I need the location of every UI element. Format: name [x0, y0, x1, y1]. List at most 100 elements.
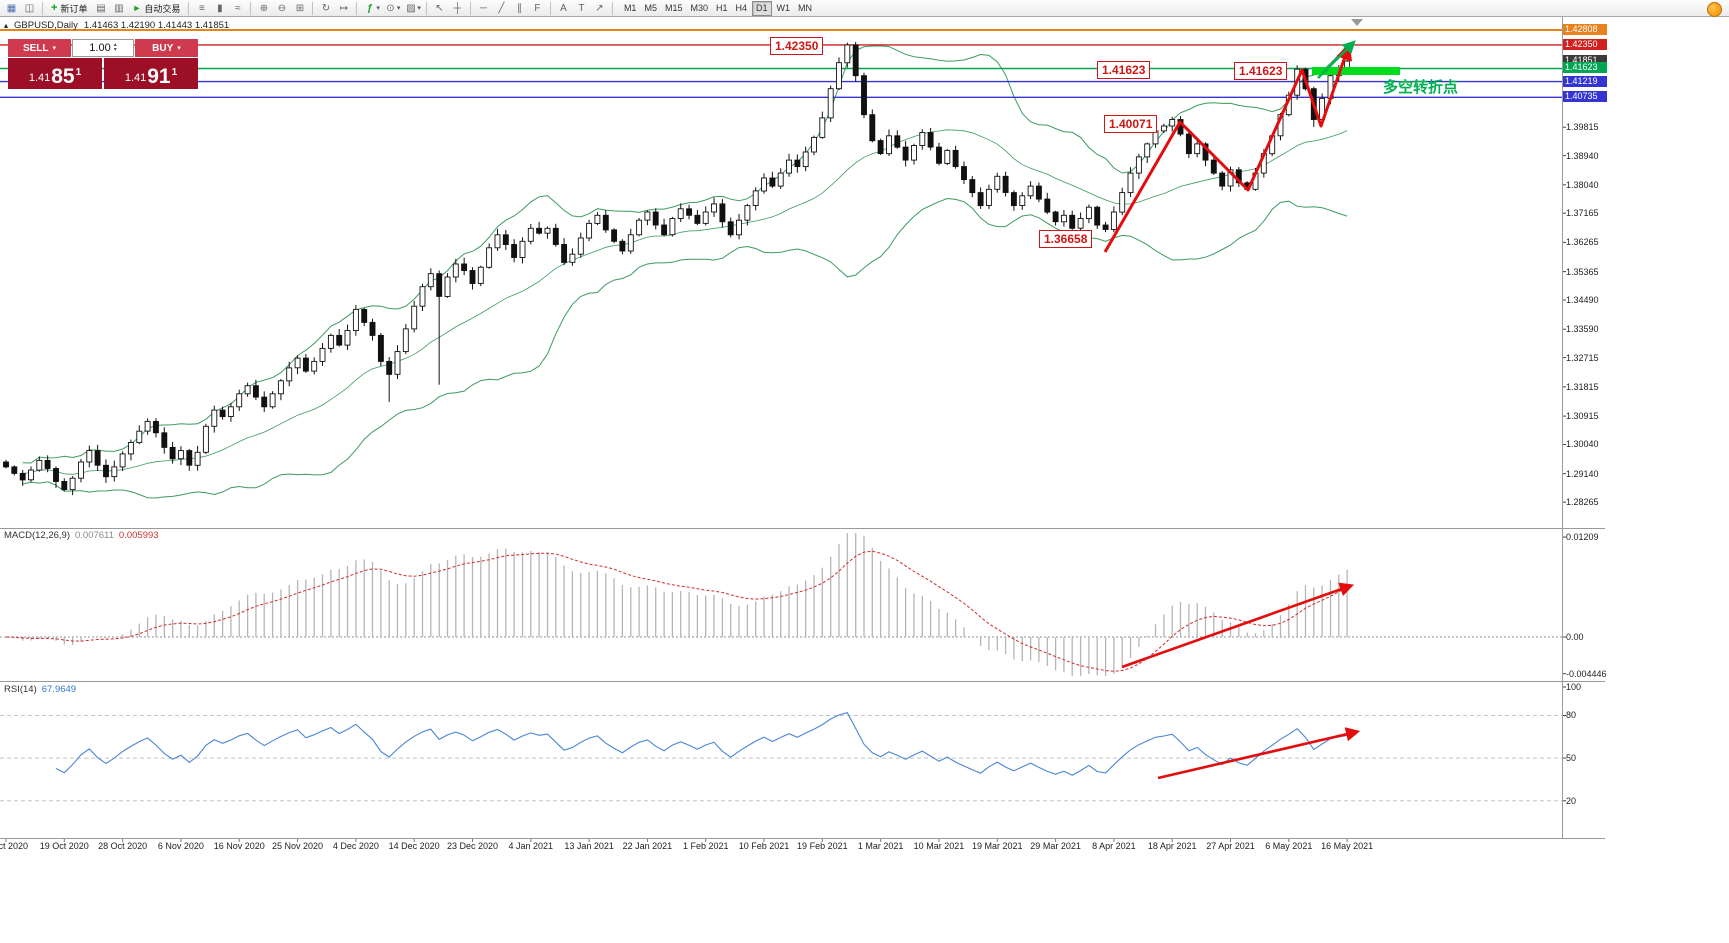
- chart-shift-marker[interactable]: [1351, 19, 1363, 26]
- buy-label: BUY: [152, 42, 174, 54]
- rsi-label: RSI(14): [4, 684, 37, 695]
- time-axis-border: [0, 838, 1605, 839]
- volume-input[interactable]: 1.00 ▴ ▾: [72, 39, 134, 57]
- chart-canvas: [0, 19, 1566, 842]
- chart-header: ▴ GBPUSD,Daily 1.41463 1.42190 1.41443 1…: [4, 20, 229, 31]
- timeframe-group: M1 M5 M15 M30 H1 H4 D1 W1 MN: [621, 0, 815, 16]
- toolbar-separator: [250, 1, 252, 15]
- toolbar-separator: [356, 1, 358, 15]
- toolbar: ▦ ◫ + 新订单 ▤ ▥ ► 自动交易 ≡ ▮ ≈ ⊕ ⊖ ⊞ ↻ ↦ ƒ ▾ …: [0, 0, 1729, 17]
- terminal-icon[interactable]: ▥: [114, 2, 124, 14]
- periods-icon[interactable]: ⊙: [386, 2, 395, 14]
- chevron-down-icon[interactable]: ▾: [376, 5, 380, 12]
- panel-splitter[interactable]: [0, 681, 1605, 682]
- trendline-icon[interactable]: ╱: [498, 2, 505, 14]
- chart-symbol: GBPUSD,Daily: [14, 20, 78, 31]
- plus-icon: +: [51, 2, 58, 14]
- templates-icon[interactable]: ▨: [406, 2, 416, 14]
- tile-windows-icon[interactable]: ⊞: [295, 2, 305, 14]
- toolbar-separator: [425, 1, 427, 15]
- sell-price-prefix: 1.41: [28, 72, 51, 84]
- zoom-out-icon[interactable]: ⊖: [277, 2, 287, 14]
- text-label-icon[interactable]: T: [578, 2, 585, 14]
- new-chart-icon[interactable]: ▦: [6, 2, 17, 14]
- rsi-value: 67.9649: [41, 684, 77, 695]
- chevron-down-icon[interactable]: ▾: [396, 5, 401, 12]
- volume-up-icon[interactable]: ▴: [113, 42, 117, 48]
- volume-value: 1.00: [89, 42, 111, 54]
- macd-histogram: [13, 533, 1348, 676]
- chart-shift-icon[interactable]: ↦: [339, 2, 349, 14]
- cursor-icon[interactable]: ↖: [435, 2, 444, 14]
- indicators-icon[interactable]: ƒ: [367, 2, 373, 14]
- buy-price-prefix: 1.41: [124, 72, 147, 84]
- crosshair-icon[interactable]: ┼: [453, 2, 461, 14]
- buy-price-big: 91: [147, 65, 171, 88]
- sell-price-big: 85: [51, 65, 75, 88]
- buy-header-button[interactable]: BUY ▾: [135, 39, 198, 57]
- macd-trend-arrow[interactable]: [1121, 582, 1355, 669]
- volume-down-icon[interactable]: ▾: [113, 47, 117, 53]
- zoom-in-icon[interactable]: ⊕: [259, 2, 269, 14]
- toolbar-separator: [42, 1, 43, 15]
- sell-price-pip: 1: [75, 67, 82, 78]
- play-icon: ►: [132, 3, 142, 13]
- new-order-label: 新订单: [60, 3, 88, 14]
- sell-button[interactable]: 1.41 85 1: [8, 58, 102, 89]
- panel-splitter[interactable]: [0, 528, 1605, 529]
- bollinger-bands: [22, 44, 1348, 499]
- profiles-icon[interactable]: ◫: [24, 2, 35, 14]
- green-trend-arrow[interactable]: [1317, 40, 1356, 79]
- buy-price-pip: 1: [171, 67, 178, 78]
- macd-value-signal: 0.005993: [118, 530, 159, 541]
- sell-label: SELL: [22, 42, 49, 54]
- toolbar-separator: [188, 1, 190, 15]
- equidistant-channel-icon[interactable]: ∥: [516, 2, 522, 14]
- status-icon[interactable]: [1707, 2, 1722, 17]
- line-chart-icon[interactable]: ≈: [235, 2, 241, 14]
- chevron-down-icon: ▾: [52, 45, 57, 52]
- macd-value-main: 0.007611: [75, 530, 114, 541]
- chevron-down-icon[interactable]: ▾: [417, 5, 421, 12]
- green-zone-highlight[interactable]: [1312, 67, 1400, 75]
- one-click-trading-panel: SELL ▾ 1.00 ▴ ▾ BUY ▾ 1.41 85 1 1.41 91 1: [8, 39, 200, 89]
- macd-header: MACD(12,26,9) 0.007611 0.005993: [4, 530, 159, 541]
- metaeditor-icon[interactable]: ▤: [96, 2, 106, 14]
- toolbar-separator: [549, 1, 551, 15]
- rsi-header: RSI(14) 67.9649: [4, 684, 76, 695]
- timeframe-M30[interactable]: M30: [690, 3, 708, 13]
- chevron-down-icon: ▾: [177, 45, 181, 52]
- timeframe-M1[interactable]: M1: [623, 3, 637, 13]
- toolbar-separator: [469, 1, 471, 15]
- candlesticks: [3, 41, 1351, 496]
- macd-signal-line: [5, 550, 1348, 672]
- timeframe-H4[interactable]: H4: [735, 3, 748, 13]
- autotrading-label: 自动交易: [144, 3, 181, 14]
- bar-chart-icon[interactable]: ≡: [198, 2, 205, 14]
- chart-ohlc: 1.41463 1.42190 1.41443 1.41851: [83, 20, 230, 31]
- new-order-button[interactable]: + 新订单: [47, 1, 91, 16]
- timeframe-H1[interactable]: H1: [716, 3, 728, 13]
- timeframe-D1[interactable]: D1: [752, 0, 772, 16]
- timeframe-M5[interactable]: M5: [644, 3, 657, 13]
- one-click-toggle-icon[interactable]: ▴: [4, 21, 9, 30]
- arrows-tool-icon[interactable]: ↗: [595, 2, 604, 14]
- timeframe-MN[interactable]: MN: [798, 3, 813, 13]
- sell-header-button[interactable]: SELL ▾: [8, 39, 71, 57]
- candlestick-chart-icon[interactable]: ▮: [217, 2, 223, 14]
- timeframe-W1[interactable]: W1: [776, 3, 791, 13]
- turning-point-label: 多空转折点: [1383, 79, 1459, 96]
- macd-label: MACD(12,26,9): [4, 530, 70, 541]
- autotrading-button[interactable]: ► 自动交易: [128, 1, 184, 16]
- fibonacci-icon[interactable]: F: [534, 2, 541, 14]
- timeframe-M15[interactable]: M15: [664, 3, 683, 13]
- toolbar-separator: [611, 1, 613, 15]
- toolbar-separator: [312, 1, 314, 15]
- buy-button[interactable]: 1.41 91 1: [104, 58, 198, 89]
- trend-arrow[interactable]: [1103, 43, 1353, 253]
- price-axis-border: [1562, 17, 1563, 838]
- text-icon[interactable]: A: [560, 2, 567, 14]
- auto-scroll-icon[interactable]: ↻: [321, 2, 331, 14]
- rsi-trend-arrow[interactable]: [1157, 727, 1361, 780]
- horizontal-line-icon[interactable]: ─: [479, 2, 487, 14]
